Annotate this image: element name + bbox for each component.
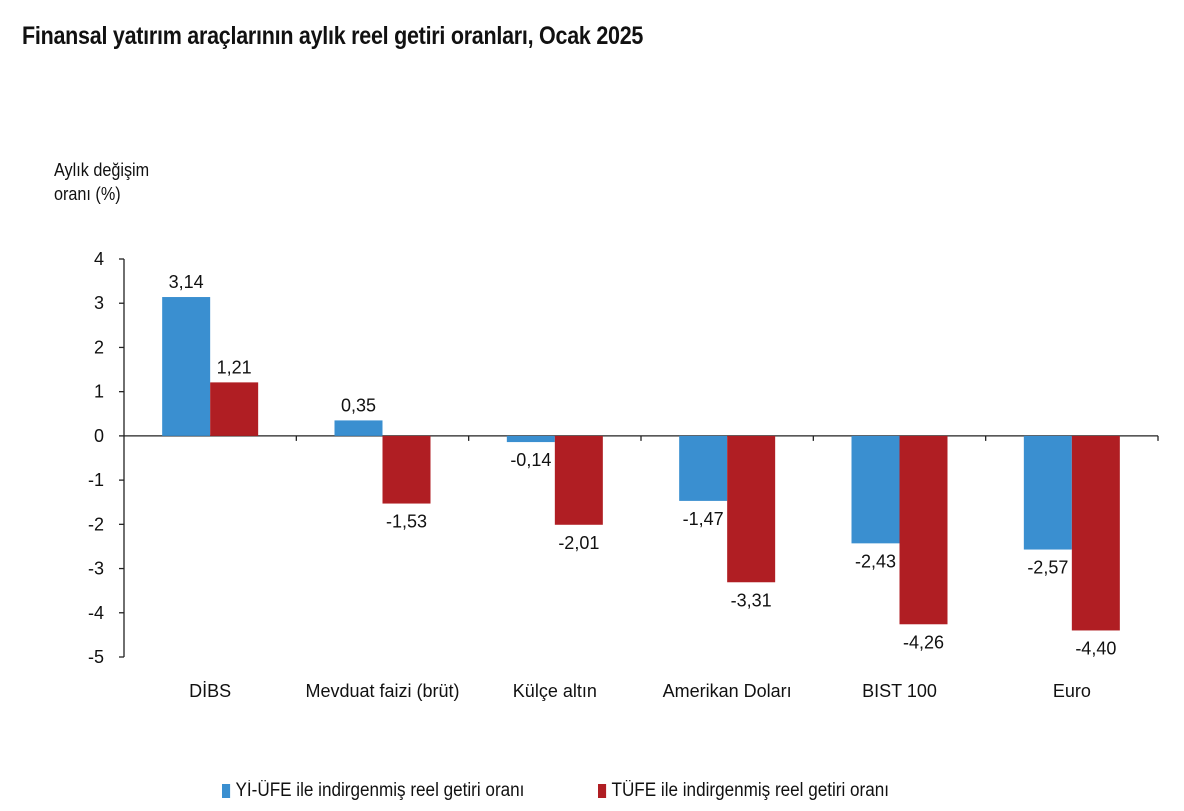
chart-title: Finansal yatırım araçlarının aylık reel …	[22, 22, 644, 50]
bar-yiufe	[162, 297, 211, 436]
x-category-label: Amerikan Doları	[663, 681, 792, 701]
y-tick-label: 1	[94, 382, 104, 402]
y-axis-label-line-1: Aylık değişim	[54, 160, 150, 180]
bar-tufe	[382, 435, 431, 504]
data-label-tufe: -1,53	[386, 512, 427, 532]
y-tick-label: -2	[88, 514, 104, 534]
legend-label-yiufe: Yİ-ÜFE ile indirgenmiş reel getiri oranı	[235, 780, 525, 801]
legend-item-yiufe: Yİ-ÜFE ile indirgenmiş reel getiri oranı	[222, 780, 524, 802]
y-tick-label: 4	[94, 249, 104, 269]
bar-yiufe	[679, 435, 728, 501]
x-category-label: BIST 100	[862, 681, 937, 701]
bar-tufe	[899, 435, 948, 625]
legend-item-tufe: TÜFE ile indirgenmiş reel getiri oranı	[598, 780, 889, 802]
y-tick-label: -4	[88, 603, 104, 623]
data-label-tufe: -3,31	[731, 590, 772, 610]
data-label-yiufe: -2,57	[1027, 558, 1068, 578]
bar-chart: 4 3 2 1 0 -1 -2 -3 -4 -5 3,14 1,21 DİBS 0,35 -1,53 Mevd…	[88, 249, 1159, 701]
data-label-yiufe: -2,43	[855, 551, 896, 571]
bar-tufe	[727, 435, 776, 583]
x-category-label: DİBS	[189, 681, 231, 701]
data-label-tufe: -4,26	[903, 632, 944, 652]
bar-yiufe	[1023, 435, 1072, 550]
data-label-yiufe: -0,14	[510, 450, 551, 470]
y-tick-label: 3	[94, 293, 104, 313]
data-label-tufe: -4,40	[1075, 638, 1116, 658]
x-category-label: Mevduat faizi (brüt)	[305, 681, 459, 701]
y-tick-label: 2	[94, 337, 104, 357]
legend-label-tufe: TÜFE ile indirgenmiş reel getiri oranı	[611, 780, 890, 801]
y-axis-label: Aylık değişim oranı (%)	[54, 158, 149, 206]
y-tick-label: -3	[88, 559, 104, 579]
data-label-tufe: 1,21	[217, 357, 252, 377]
y-tick-label: -5	[88, 647, 104, 667]
y-tick-label: 0	[94, 426, 104, 446]
y-axis-label-line-2: oranı (%)	[54, 184, 121, 204]
bar-tufe	[554, 435, 603, 525]
data-label-tufe: -2,01	[558, 533, 599, 553]
data-label-yiufe: 3,14	[169, 272, 204, 292]
legend-swatch-yiufe	[222, 784, 231, 798]
x-category-label: Euro	[1053, 681, 1091, 701]
bar-yiufe	[506, 435, 555, 443]
legend-swatch-tufe	[598, 784, 607, 798]
bar-tufe	[1071, 435, 1120, 631]
bar-yiufe	[334, 420, 383, 436]
bar-tufe	[210, 382, 259, 436]
bar-yiufe	[851, 435, 900, 544]
data-label-yiufe: -1,47	[683, 509, 724, 529]
x-category-label: Külçe altın	[513, 681, 597, 701]
y-tick-label: -1	[88, 470, 104, 490]
data-label-yiufe: 0,35	[341, 395, 376, 415]
